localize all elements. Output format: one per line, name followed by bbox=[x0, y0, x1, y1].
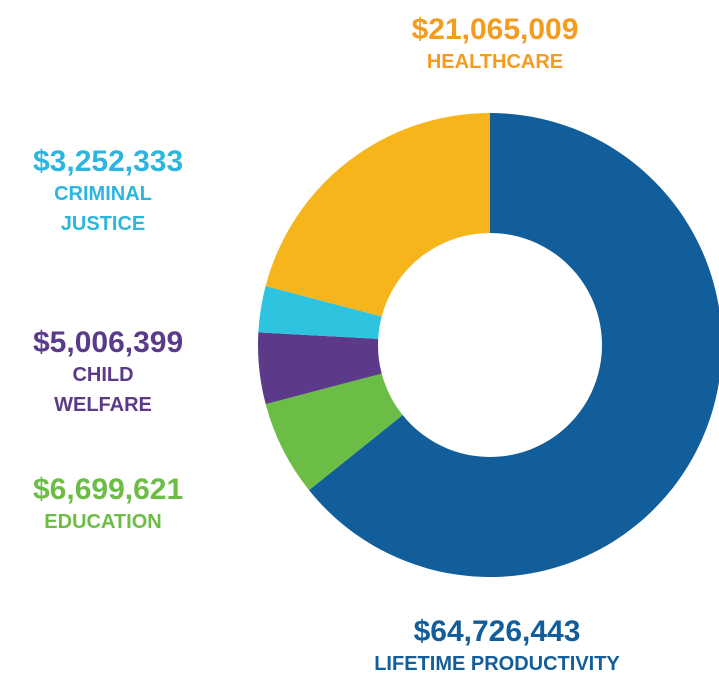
value-label: $5,006,399 bbox=[33, 326, 184, 359]
slice-label: $3,252,333 CRIMINAL JUSTICE bbox=[33, 145, 184, 239]
category-label: CRIMINAL JUSTICE bbox=[54, 183, 152, 235]
donut-slice bbox=[308, 113, 719, 577]
category-label: HEALTHCARE bbox=[426, 51, 564, 73]
slice-label: $6,699,621 EDUCATION bbox=[33, 473, 184, 537]
value-label: $21,065,009 bbox=[411, 13, 579, 46]
donut-slice bbox=[258, 286, 382, 339]
category-label: EDUCATION bbox=[44, 511, 162, 533]
category-label: CHILD WELFARE bbox=[54, 364, 152, 416]
slice-label: $21,065,009 HEALTHCARE bbox=[345, 13, 645, 77]
donut-slice bbox=[265, 373, 403, 491]
donut-slice bbox=[265, 113, 490, 317]
value-label: $64,726,443 bbox=[413, 615, 581, 648]
value-label: $6,699,621 bbox=[33, 473, 184, 506]
category-label: LIFETIME PRODUCTIVITY bbox=[374, 653, 620, 675]
slice-label: $5,006,399 CHILD WELFARE bbox=[33, 326, 184, 420]
value-label: $3,252,333 bbox=[33, 145, 184, 178]
donut-slice bbox=[258, 332, 382, 405]
slice-label: $64,726,443 LIFETIME PRODUCTIVITY bbox=[297, 615, 697, 679]
